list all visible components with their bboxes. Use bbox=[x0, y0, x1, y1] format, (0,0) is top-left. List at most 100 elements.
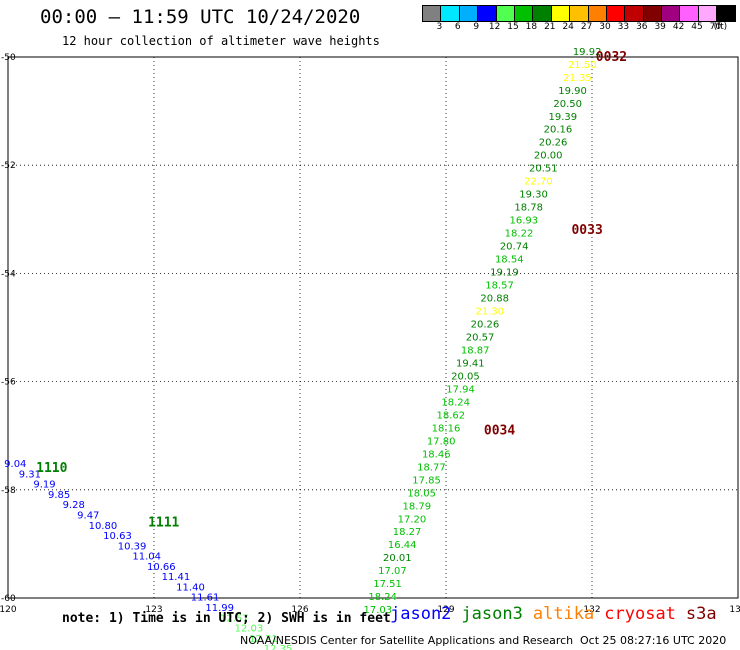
colorbar-label: 45 bbox=[691, 22, 703, 32]
data-point-label: 17.03 bbox=[364, 605, 393, 616]
colorbar-label: 9 bbox=[473, 22, 480, 32]
data-point-label: 12.21 bbox=[249, 634, 278, 645]
colorbar-label: 24 bbox=[562, 22, 574, 32]
data-point-label: 9.85 bbox=[48, 490, 70, 501]
data-point-label: 20.88 bbox=[480, 294, 509, 305]
y-tick-label: -50 bbox=[1, 53, 16, 63]
data-point-label: 21.30 bbox=[475, 307, 504, 318]
data-point-label: 18.87 bbox=[461, 345, 490, 356]
y-tick-label: -54 bbox=[1, 269, 16, 279]
y-tick-label: -52 bbox=[1, 161, 16, 171]
data-point-label: 20.16 bbox=[544, 125, 573, 136]
data-point-label: 20.26 bbox=[471, 320, 500, 331]
data-point-label: 10.66 bbox=[147, 562, 176, 573]
data-point-label: 19.19 bbox=[490, 268, 519, 279]
colorbar-label: 70 bbox=[709, 22, 722, 32]
footer-note: note: 1) Time is in UTC; 2) SWH is in fe… bbox=[62, 611, 391, 626]
data-point-label: 12.03 bbox=[235, 624, 264, 635]
data-point-label: 11.04 bbox=[132, 552, 161, 563]
timestamp-text: Oct 25 08:27:16 UTC 2020 bbox=[580, 634, 727, 647]
data-point-label: 9.47 bbox=[77, 510, 99, 521]
data-point-label: 19.30 bbox=[519, 190, 548, 201]
data-point-label: 9.31 bbox=[19, 469, 41, 480]
data-point-label: 18.05 bbox=[407, 488, 436, 499]
chart-title: 00:00 – 11:59 UTC 10/24/2020 bbox=[40, 6, 361, 28]
colorbar-label: 33 bbox=[617, 22, 630, 32]
data-point-label: 20.26 bbox=[539, 138, 568, 149]
x-tick-label: 126 bbox=[291, 605, 308, 615]
track-time-label: 0033 bbox=[571, 223, 602, 238]
legend-item-jason2: jason2 bbox=[390, 604, 452, 624]
legend-item-altika: altika bbox=[532, 604, 595, 624]
data-point-label: 21.35 bbox=[563, 73, 592, 84]
data-point-label: 11.41 bbox=[162, 572, 191, 583]
data-point-label: 18.77 bbox=[417, 462, 446, 473]
colorbar-label: 39 bbox=[654, 22, 666, 32]
y-tick-label: -58 bbox=[1, 486, 16, 496]
credit-text: NOAA/NESDIS Center for Satellite Applica… bbox=[240, 634, 574, 647]
data-point-label: 20.51 bbox=[529, 164, 558, 175]
satellite-legend: jason2 jason3 altika cryosat s3a bbox=[390, 604, 727, 624]
legend-item-cryosat: cryosat bbox=[604, 604, 676, 624]
data-point-label: 20.01 bbox=[383, 553, 412, 564]
colorbar-label: 27 bbox=[580, 22, 593, 32]
x-tick-label: 129 bbox=[437, 605, 454, 615]
y-tick-label: -56 bbox=[1, 378, 16, 388]
colorbar-label: 6 bbox=[454, 22, 461, 32]
data-point-label: 18.24 bbox=[368, 592, 397, 603]
colorbar-label: 36 bbox=[636, 22, 648, 32]
data-point-label: 19.41 bbox=[456, 358, 485, 369]
data-point-label: 11.61 bbox=[191, 593, 220, 604]
data-point-label: 18.27 bbox=[393, 527, 422, 538]
colorbar-label: 42 bbox=[672, 22, 685, 32]
track-time-label: 0032 bbox=[596, 50, 627, 65]
data-point-label: 9.28 bbox=[63, 500, 85, 511]
data-point-label: 22.70 bbox=[524, 177, 553, 188]
colorbar-label: 3 bbox=[436, 22, 443, 32]
data-point-label: 20.00 bbox=[534, 151, 563, 162]
track-time-label: 0034 bbox=[484, 423, 515, 438]
data-point-label: 10.39 bbox=[118, 541, 147, 552]
data-point-label: 18.78 bbox=[514, 203, 543, 214]
data-point-label: 19.39 bbox=[548, 112, 577, 123]
data-point-label: 17.20 bbox=[398, 514, 427, 525]
data-point-label: 20.05 bbox=[451, 371, 480, 382]
plot-frame bbox=[7, 56, 739, 599]
colorbar-labels: 3 6 9 12 15 18 21 24 27 30 33 36 39 42 45 70 (ft) bbox=[422, 22, 740, 36]
data-point-label: 18.22 bbox=[505, 229, 534, 240]
data-point-label: 11.40 bbox=[176, 582, 205, 593]
data-point-label: 18.79 bbox=[402, 501, 431, 512]
x-tick-label: 120 bbox=[0, 605, 17, 615]
data-point-label: 20.57 bbox=[466, 332, 495, 343]
track-time-label: 1110 bbox=[36, 461, 67, 476]
colorbar-label: 12 bbox=[488, 22, 501, 32]
data-point-label: 18.62 bbox=[437, 410, 466, 421]
data-point-label: 11.99 bbox=[205, 603, 234, 614]
track-time-label: 1111 bbox=[148, 515, 179, 530]
data-point-label: 16.93 bbox=[510, 216, 539, 227]
data-point-label: 19.92 bbox=[573, 47, 602, 58]
chart-subtitle: 12 hour collection of altimeter wave hei… bbox=[62, 34, 380, 48]
y-tick-label: -60 bbox=[1, 594, 16, 604]
data-point-label: 10.80 bbox=[89, 521, 118, 532]
colorbar-label: 21 bbox=[544, 22, 556, 32]
data-point-label: 17.85 bbox=[412, 475, 441, 486]
colorbar-swatch bbox=[716, 5, 736, 22]
colorbar-label: 18 bbox=[525, 22, 538, 32]
colorbar bbox=[422, 5, 736, 22]
data-point-label: 17.80 bbox=[427, 436, 456, 447]
legend-item-s3a: s3a bbox=[685, 604, 717, 624]
data-point-label: 12.57 bbox=[220, 613, 249, 624]
data-point-label: 18.57 bbox=[485, 281, 514, 292]
x-tick-label: 135 bbox=[729, 605, 740, 615]
data-point-label: 21.50 bbox=[568, 60, 597, 71]
data-point-label: 16.44 bbox=[388, 540, 417, 551]
data-point-label: 18.46 bbox=[422, 449, 451, 460]
data-point-label: 17.51 bbox=[373, 579, 402, 590]
data-point-label: 19.90 bbox=[558, 86, 587, 97]
data-point-label: 9.19 bbox=[33, 480, 55, 491]
data-point-label: 10.63 bbox=[103, 531, 132, 542]
data-point-label: 20.50 bbox=[553, 99, 582, 110]
data-point-label: 18.54 bbox=[495, 255, 524, 266]
